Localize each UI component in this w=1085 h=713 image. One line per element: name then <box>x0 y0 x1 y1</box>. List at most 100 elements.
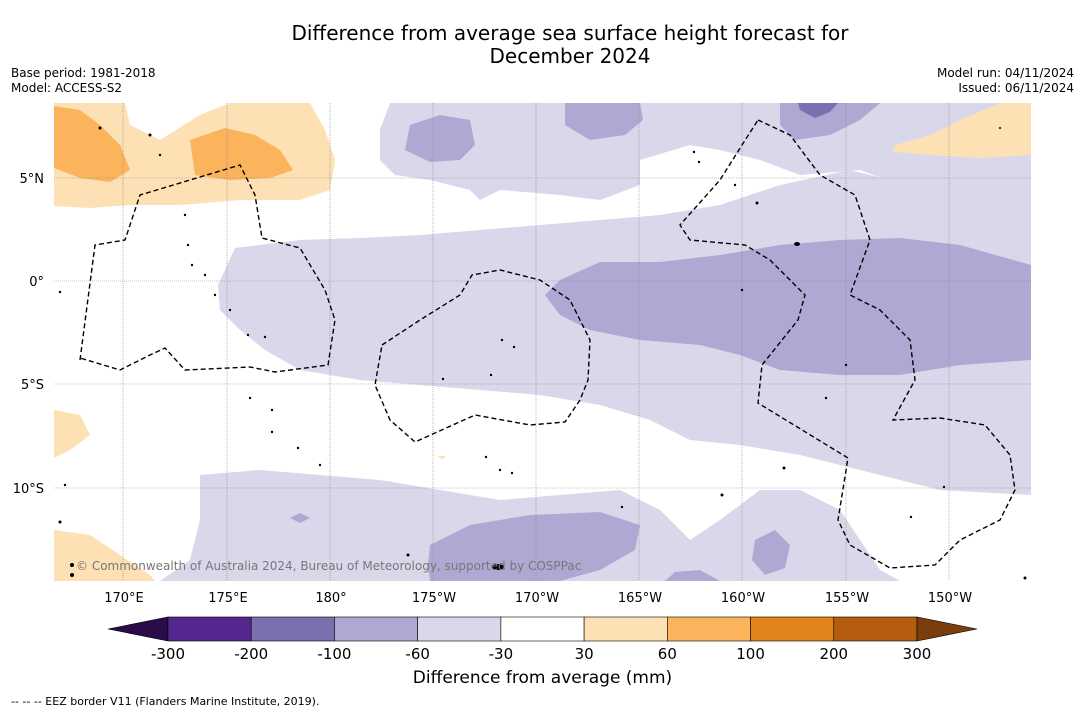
island <box>794 242 800 246</box>
island <box>158 153 162 157</box>
island <box>512 345 516 349</box>
colorbar-tick-label: -300 <box>151 645 185 663</box>
chart-title: Difference from average sea surface heig… <box>200 22 940 68</box>
island <box>1023 576 1027 580</box>
island <box>183 213 187 217</box>
colorbar-segment <box>750 616 835 642</box>
issued-date: Issued: 06/11/2024 <box>958 81 1074 95</box>
contour-medium-lavender-north2 <box>565 103 643 140</box>
contour-light-orange-sw <box>54 530 155 581</box>
colorbar-segment <box>583 616 668 642</box>
island <box>720 493 724 497</box>
colorbar-tick-label: 300 <box>903 645 932 663</box>
y-tick-label: 5°N <box>20 172 45 187</box>
colorbar-tick-label: 100 <box>736 645 765 663</box>
island <box>824 396 828 400</box>
colorbar-segment <box>417 616 502 642</box>
island <box>228 308 232 312</box>
model-name: Model: ACCESS-S2 <box>11 81 123 95</box>
x-tick-label: 180° <box>315 591 346 606</box>
colorbar-extend-low <box>107 616 169 642</box>
contour-medium-lavender-dot <box>290 513 310 523</box>
contour-medium-lavender-south1 <box>428 512 640 581</box>
island <box>510 471 514 475</box>
x-tick-label: 170°E <box>104 591 144 606</box>
island <box>148 133 152 137</box>
copyright-notice: © Commonwealth of Australia 2024, Bureau… <box>76 559 581 573</box>
x-tick-label: 150°W <box>928 591 972 606</box>
island <box>406 553 410 557</box>
contour-medium-lavender-south3 <box>665 570 720 581</box>
island <box>692 150 696 154</box>
island <box>489 373 493 377</box>
island <box>263 335 267 339</box>
island <box>296 446 300 450</box>
island <box>492 564 504 570</box>
island <box>844 363 848 367</box>
colorbar-labels: -300 -200 -100 -60 -30 30 60 100 200 300 <box>151 645 931 663</box>
colorbar-tick-label: -60 <box>405 645 430 663</box>
island <box>190 263 194 267</box>
eez-border-east <box>679 119 1016 569</box>
contour-light-orange-w <box>54 410 90 458</box>
island <box>500 338 504 342</box>
x-tick-label: 175°E <box>208 591 248 606</box>
x-tick-label: 175°W <box>412 591 456 606</box>
islands <box>58 126 1027 580</box>
x-tick-label: 170°W <box>515 591 559 606</box>
island <box>733 183 737 187</box>
colorbar-segment <box>167 616 252 642</box>
y-tick-label: 10°S <box>13 482 44 497</box>
island <box>186 243 190 247</box>
colorbar-extend-high <box>916 616 978 642</box>
colorbar-segment <box>500 616 585 642</box>
island <box>203 273 207 277</box>
island <box>63 483 67 487</box>
island <box>697 160 701 164</box>
island <box>740 288 744 292</box>
eez-borders <box>79 119 1016 569</box>
island <box>246 333 250 337</box>
contour-light-lavender-east <box>380 103 1031 205</box>
base-period: Base period: 1981-2018 <box>11 66 156 80</box>
island <box>70 573 74 577</box>
island <box>782 466 786 470</box>
island <box>755 201 759 205</box>
x-tick-label: 165°W <box>618 591 662 606</box>
island <box>498 468 502 472</box>
meta-right: Model run: 04/11/2024 Issued: 06/11/2024 <box>937 66 1074 96</box>
colorbar-tick-label: -30 <box>489 645 514 663</box>
colorbar-tick-label: 200 <box>819 645 848 663</box>
title-line-2: December 2024 <box>489 44 651 68</box>
island <box>98 126 102 130</box>
contour-orange-nw1 <box>54 106 130 182</box>
island <box>441 377 445 381</box>
island <box>248 396 252 400</box>
contour-medium-lavender-north1 <box>405 115 475 162</box>
meta-left: Base period: 1981-2018 Model: ACCESS-S2 <box>11 66 156 96</box>
footer-legend: -- -- -- EEZ border V11 (Flanders Marine… <box>11 695 320 708</box>
contour-orange-nw2 <box>190 128 293 180</box>
colorbar-tick-label: -100 <box>317 645 351 663</box>
island <box>620 505 624 509</box>
contour-light-orange-ne <box>893 103 1031 158</box>
y-tick-label: 5°S <box>21 378 44 393</box>
x-tick-label: 160°W <box>721 591 765 606</box>
island <box>270 408 274 412</box>
island <box>942 485 946 489</box>
island <box>58 290 62 294</box>
eez-border-west <box>79 164 336 373</box>
contour-dark-lavender-spot <box>798 103 838 118</box>
colorbar-tick-label: -200 <box>234 645 268 663</box>
island <box>318 463 322 467</box>
colorbar-segment <box>334 616 418 642</box>
y-tick-label: 0° <box>29 275 44 290</box>
colorbar-segment <box>250 616 335 642</box>
island <box>270 430 274 434</box>
colorbar-tick-label: 60 <box>658 645 677 663</box>
title-line-1: Difference from average sea surface heig… <box>291 21 849 45</box>
y-axis-labels: 5°N 0° 5°S 10°S <box>13 172 44 497</box>
model-run: Model run: 04/11/2024 <box>936 66 1074 80</box>
island <box>70 563 74 567</box>
